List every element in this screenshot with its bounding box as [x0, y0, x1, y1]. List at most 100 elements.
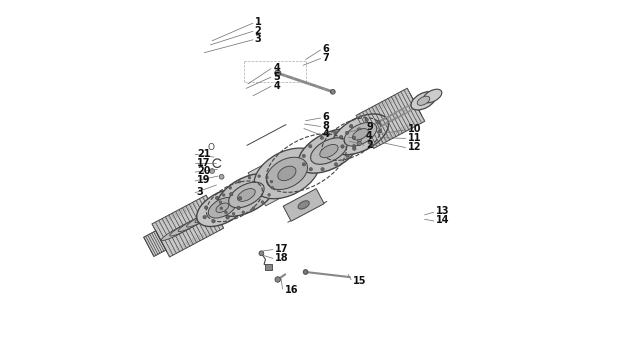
Polygon shape [266, 264, 273, 270]
Text: 17: 17 [275, 244, 289, 254]
Ellipse shape [411, 91, 436, 110]
Ellipse shape [261, 201, 264, 203]
Ellipse shape [268, 193, 271, 196]
Text: 4: 4 [273, 81, 280, 91]
Ellipse shape [357, 128, 362, 132]
Text: O: O [208, 143, 215, 152]
Ellipse shape [302, 163, 306, 166]
Text: 12: 12 [408, 142, 421, 152]
Ellipse shape [259, 251, 264, 256]
Text: 2: 2 [255, 26, 261, 36]
Ellipse shape [346, 154, 349, 158]
Text: 2: 2 [366, 139, 373, 150]
Text: 11: 11 [408, 133, 421, 143]
Ellipse shape [195, 203, 230, 223]
Ellipse shape [266, 157, 308, 190]
Ellipse shape [170, 217, 205, 236]
Ellipse shape [345, 131, 349, 135]
Ellipse shape [258, 175, 261, 177]
Ellipse shape [217, 174, 276, 216]
Ellipse shape [365, 118, 368, 122]
Ellipse shape [320, 136, 324, 139]
Polygon shape [144, 231, 166, 256]
Ellipse shape [254, 148, 320, 199]
Text: 8: 8 [323, 121, 329, 131]
Ellipse shape [161, 221, 197, 240]
Ellipse shape [368, 141, 371, 144]
Ellipse shape [344, 122, 377, 146]
Ellipse shape [271, 186, 274, 189]
Ellipse shape [205, 206, 208, 209]
Text: 4: 4 [323, 129, 329, 139]
Ellipse shape [242, 211, 245, 214]
Ellipse shape [178, 212, 213, 232]
Ellipse shape [352, 144, 356, 148]
Ellipse shape [332, 114, 389, 155]
Text: 5: 5 [273, 71, 280, 82]
Ellipse shape [320, 144, 338, 158]
Ellipse shape [334, 131, 337, 135]
Text: 13: 13 [436, 206, 449, 217]
Ellipse shape [226, 216, 229, 219]
Ellipse shape [352, 136, 355, 139]
Ellipse shape [238, 181, 240, 183]
Ellipse shape [308, 144, 312, 148]
Polygon shape [283, 189, 324, 221]
Text: 6: 6 [323, 112, 329, 122]
Ellipse shape [229, 182, 264, 208]
Text: 3: 3 [255, 34, 261, 44]
Ellipse shape [422, 93, 436, 103]
Ellipse shape [353, 129, 368, 140]
Ellipse shape [239, 197, 242, 200]
Ellipse shape [229, 187, 232, 189]
Text: 14: 14 [436, 215, 449, 225]
Text: 4: 4 [366, 131, 373, 141]
Ellipse shape [216, 196, 219, 200]
Ellipse shape [208, 198, 237, 218]
Ellipse shape [237, 189, 255, 201]
Ellipse shape [298, 201, 309, 209]
Ellipse shape [331, 89, 335, 94]
Ellipse shape [357, 141, 362, 146]
Ellipse shape [224, 211, 227, 214]
Ellipse shape [229, 192, 233, 196]
Ellipse shape [270, 180, 273, 183]
Ellipse shape [203, 216, 206, 219]
Ellipse shape [222, 194, 225, 197]
Polygon shape [152, 195, 224, 257]
Ellipse shape [303, 270, 308, 274]
Ellipse shape [378, 130, 381, 133]
Ellipse shape [216, 203, 229, 212]
Ellipse shape [275, 277, 281, 282]
Text: 15: 15 [353, 275, 366, 286]
Ellipse shape [248, 176, 251, 179]
Text: 18: 18 [275, 253, 289, 263]
Ellipse shape [220, 207, 222, 210]
Ellipse shape [197, 189, 248, 226]
Ellipse shape [417, 96, 430, 105]
Ellipse shape [339, 135, 343, 139]
Ellipse shape [428, 90, 441, 100]
Ellipse shape [274, 70, 281, 76]
Ellipse shape [187, 208, 221, 227]
Text: 17: 17 [197, 157, 210, 168]
Ellipse shape [302, 154, 305, 158]
Ellipse shape [334, 163, 337, 166]
Ellipse shape [311, 138, 347, 164]
Ellipse shape [321, 168, 324, 171]
Ellipse shape [309, 168, 313, 171]
Ellipse shape [266, 176, 268, 179]
Ellipse shape [353, 147, 356, 150]
Ellipse shape [298, 129, 360, 173]
Text: 9: 9 [366, 122, 373, 133]
Ellipse shape [341, 145, 344, 148]
Ellipse shape [212, 220, 215, 223]
Text: 20: 20 [197, 166, 210, 176]
Text: 1: 1 [255, 17, 261, 27]
Text: 19: 19 [197, 175, 210, 185]
Ellipse shape [349, 124, 353, 128]
Text: 7: 7 [323, 53, 329, 63]
Ellipse shape [252, 207, 255, 209]
Text: 3: 3 [197, 187, 203, 197]
Ellipse shape [417, 96, 430, 105]
